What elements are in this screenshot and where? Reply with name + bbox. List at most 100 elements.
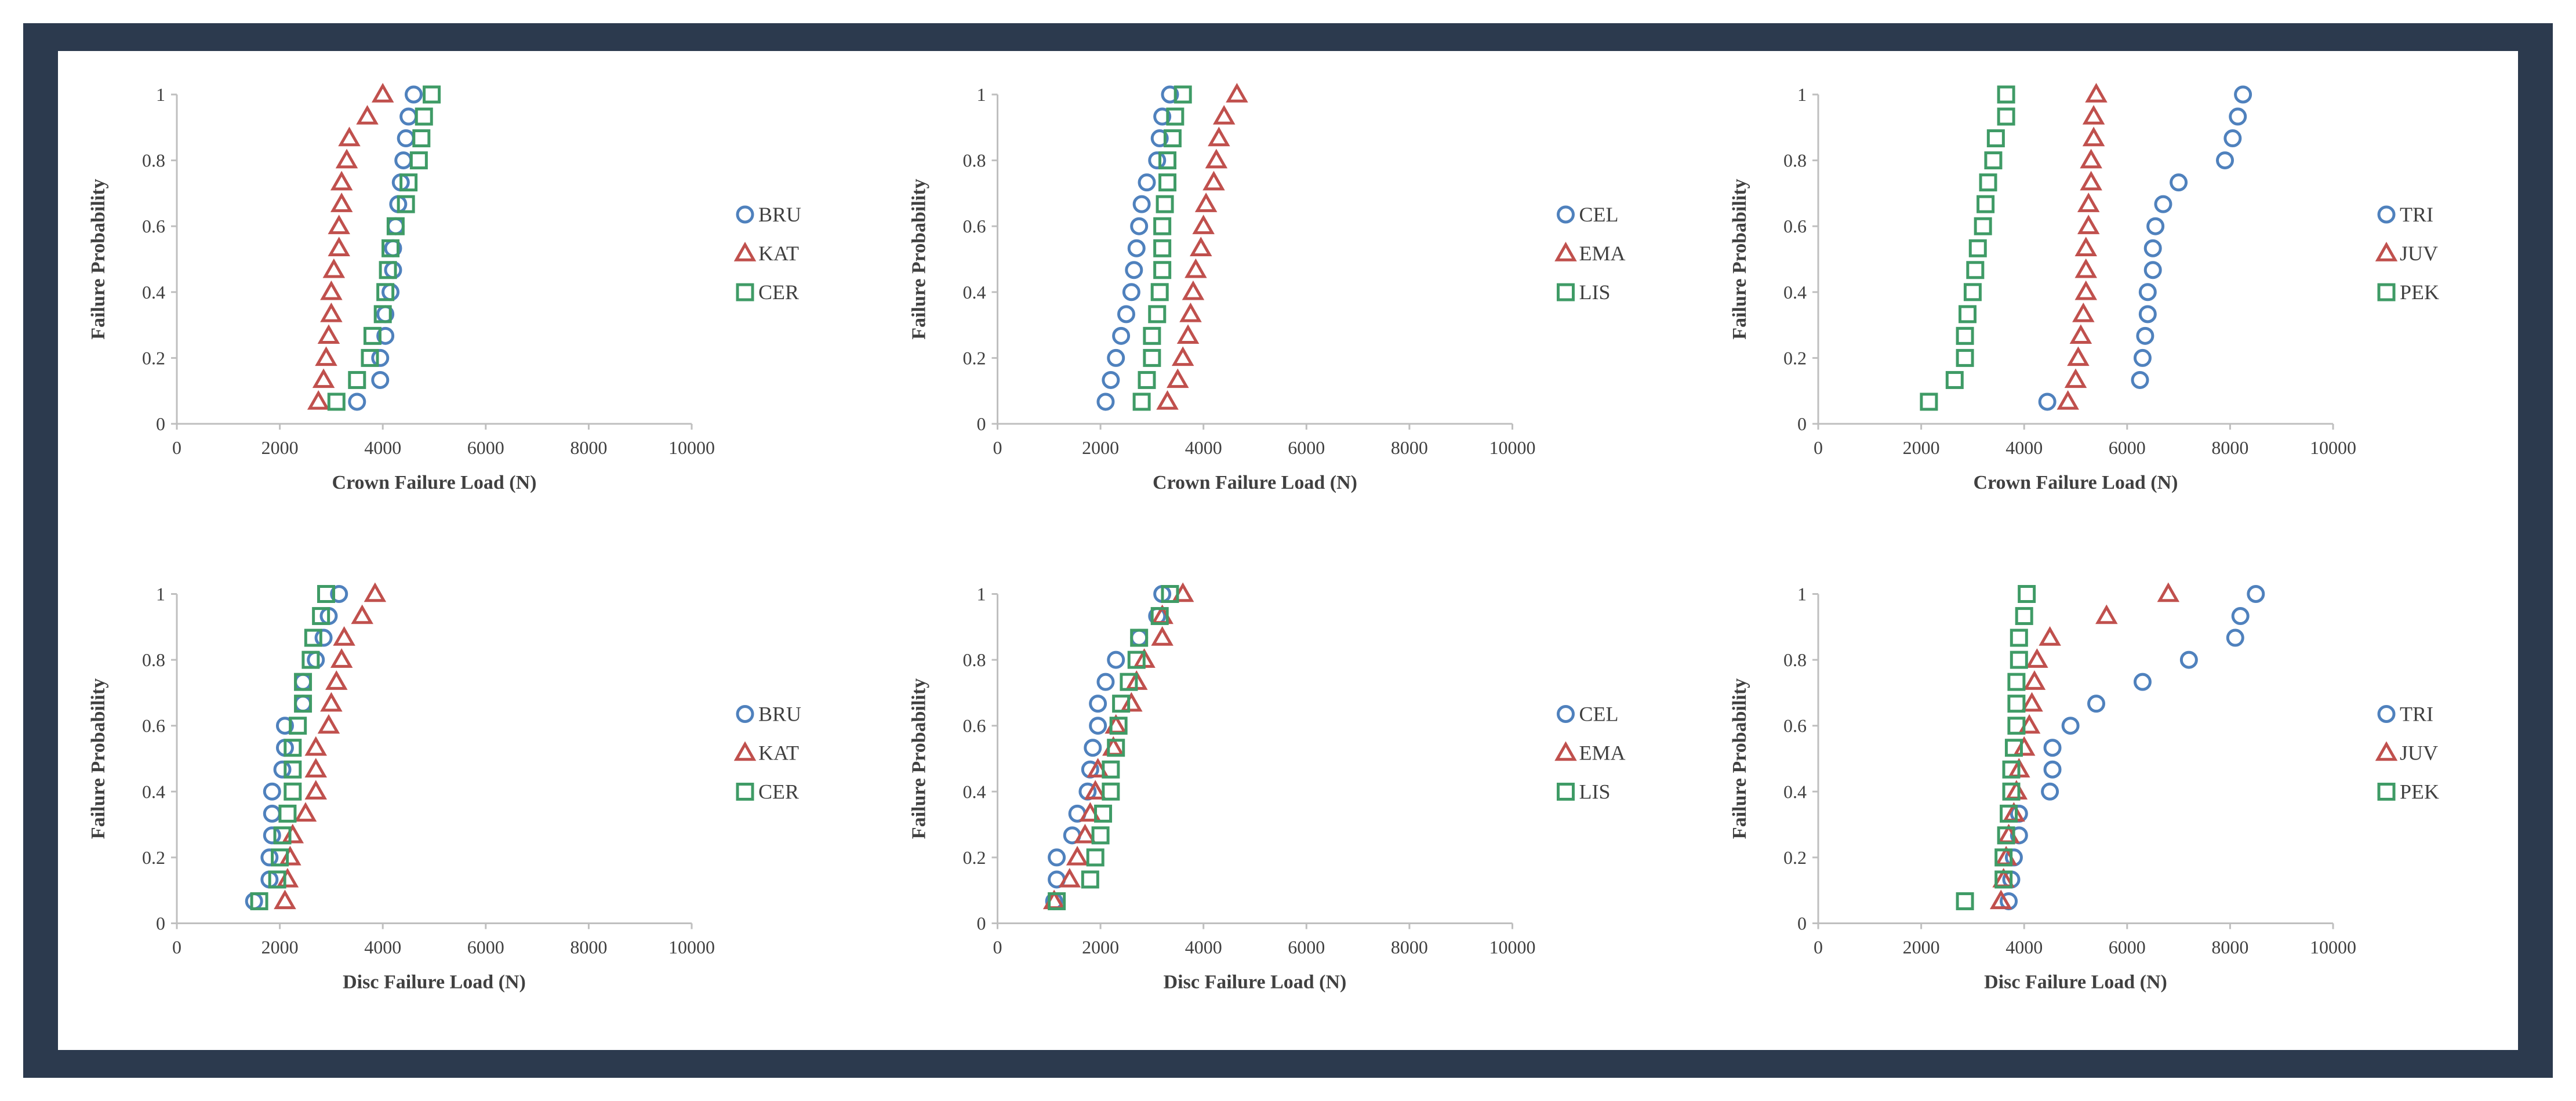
data-point <box>361 348 379 367</box>
legend-marker <box>736 705 754 723</box>
panel-4: 0 0.2 0.4 0.6 0.8 1 0 2000 4000 6000 8000 10000 Disc… <box>58 550 878 1049</box>
data-point <box>412 129 431 148</box>
data-point <box>304 780 328 800</box>
data-point <box>1107 651 1125 669</box>
data-point <box>2087 695 2106 713</box>
x-tick-label: 0 <box>993 437 1002 458</box>
y-tick-label: 0 <box>1797 413 1807 434</box>
data-point <box>1956 348 1974 367</box>
data-point <box>1153 107 1172 126</box>
legend-label: EMA <box>1579 742 1626 765</box>
data-point <box>1066 845 1089 866</box>
data-point <box>274 889 296 910</box>
panel-2: 0 0.2 0.4 0.6 0.8 1 0 2000 4000 6000 8000 10000 Crow… <box>878 51 1699 550</box>
data-point <box>2067 346 2090 366</box>
data-point <box>1968 239 1987 257</box>
x-tick-label: 10000 <box>1489 437 1536 458</box>
x-tick-label: 6000 <box>467 437 504 458</box>
data-point <box>1074 823 1096 844</box>
data-point <box>2039 626 2061 646</box>
data-point <box>322 258 346 278</box>
data-point <box>1959 305 1977 324</box>
data-point <box>1984 151 2003 170</box>
data-point <box>1167 368 1189 388</box>
data-point <box>268 870 286 889</box>
legend-label: JUV <box>2400 242 2438 265</box>
y-axis-label: Failure Probability <box>909 678 930 839</box>
data-point <box>2133 673 2152 691</box>
data-point <box>1094 804 1113 823</box>
data-point <box>2038 393 2057 411</box>
data-point <box>1161 585 1179 603</box>
data-point <box>1185 258 1207 278</box>
x-tick-label: 4000 <box>1185 937 1222 958</box>
series-CEL <box>1096 85 1179 411</box>
data-point <box>273 826 292 845</box>
data-point <box>376 326 395 345</box>
data-point <box>1974 217 1992 235</box>
data-point <box>2131 370 2149 389</box>
data-point <box>279 845 301 866</box>
x-tick-label: 6000 <box>1288 937 1325 958</box>
data-point <box>1096 673 1115 691</box>
y-tick-label: 0.8 <box>1783 649 1807 670</box>
x-tick-label: 8000 <box>570 937 607 958</box>
data-point <box>2007 673 2026 691</box>
data-point <box>404 85 423 104</box>
data-point <box>1956 892 1974 910</box>
data-point <box>2012 736 2036 756</box>
y-tick-label: 0.6 <box>142 216 165 237</box>
legend: CEL EMA LIS <box>1554 703 1626 804</box>
data-point <box>2234 85 2252 104</box>
panel-5: 0 0.2 0.4 0.6 0.8 1 0 2000 4000 6000 8000 10000 Disc… <box>878 550 1699 1049</box>
data-point <box>330 170 353 191</box>
data-point <box>304 758 328 777</box>
data-point <box>276 867 299 888</box>
y-tick-label: 0.4 <box>963 282 986 303</box>
y-tick-label: 0 <box>156 413 165 434</box>
series-CER <box>250 585 336 910</box>
data-point <box>330 648 353 668</box>
data-point <box>348 393 366 411</box>
data-point <box>1171 346 1194 366</box>
y-tick-label: 0.8 <box>963 649 986 670</box>
legend-marker <box>736 205 754 224</box>
data-point <box>409 151 428 170</box>
data-point <box>1994 848 2013 867</box>
data-point <box>1986 129 2005 148</box>
data-point <box>338 126 361 147</box>
data-point <box>371 83 394 103</box>
data-point <box>325 670 348 690</box>
data-point <box>317 714 340 734</box>
data-point <box>330 192 353 212</box>
x-axis-label: Disc Failure Load (N) <box>1164 972 1347 993</box>
x-tick-label: 8000 <box>1391 437 1428 458</box>
y-tick-label: 0.2 <box>142 347 165 368</box>
legend-label: LIS <box>1579 780 1611 804</box>
data-point <box>2000 804 2018 823</box>
data-point <box>333 626 355 646</box>
data-point <box>2010 628 2028 647</box>
data-point <box>423 85 441 104</box>
data-point <box>2002 760 2021 779</box>
data-point <box>320 692 343 712</box>
panel-6: 0 0.2 0.4 0.6 0.8 1 0 2000 4000 6000 8000 10000 Disc… <box>1699 550 2518 1049</box>
data-point <box>386 217 405 235</box>
legend-marker <box>2377 283 2396 301</box>
data-point <box>1107 348 1125 367</box>
data-point <box>1945 370 1964 389</box>
x-tick-label: 10000 <box>668 437 715 458</box>
data-point <box>1966 261 1985 279</box>
data-point <box>2095 604 2118 624</box>
x-tick-label: 0 <box>1814 437 1823 458</box>
legend-marker <box>1554 242 1577 261</box>
data-point <box>1956 326 1974 345</box>
legend-label: LIS <box>1579 281 1611 304</box>
x-tick-label: 10000 <box>2310 937 2356 958</box>
data-point <box>356 105 379 125</box>
data-point <box>1081 870 1099 889</box>
legend-marker <box>733 741 757 761</box>
y-tick-label: 1 <box>1797 84 1807 105</box>
data-point <box>1192 215 1215 234</box>
data-point <box>328 215 350 234</box>
